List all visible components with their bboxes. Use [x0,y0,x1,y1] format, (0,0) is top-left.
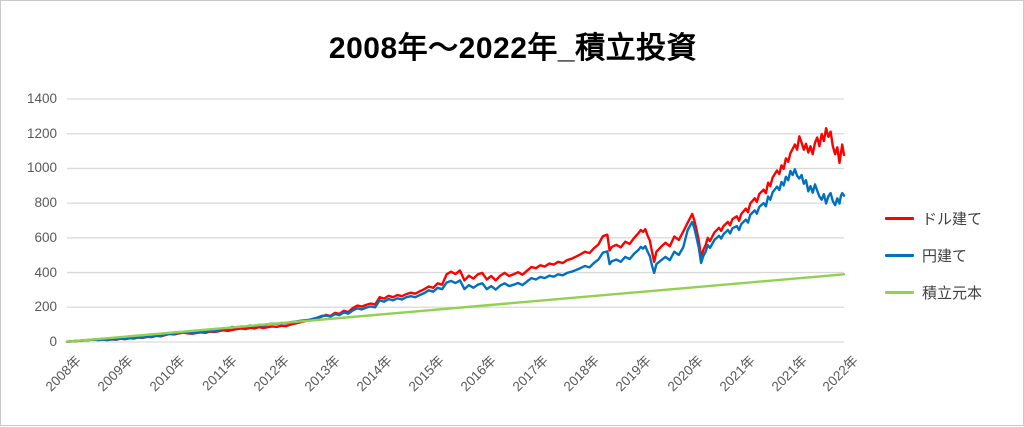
series-line-dollar [65,126,846,343]
legend-label: ドル建て [922,211,983,228]
legend: ドル建て円建て積立元本 [885,200,982,311]
series-line-principal [65,273,846,343]
legend-item: ドル建て [885,200,982,237]
y-axis-label: 800 [34,195,57,211]
y-axis-label: 1000 [26,160,57,176]
legend-item: 円建て [885,237,982,274]
y-axis-label: 600 [34,229,57,245]
y-axis-label: 1200 [26,125,57,141]
y-axis-label: 200 [34,299,57,315]
legend-label: 円建て [922,248,968,265]
y-axis-label: 1400 [26,91,57,106]
legend-line-swatch [885,217,914,220]
legend-label: 積立元本 [922,285,983,302]
y-axis-label: 0 [49,334,57,349]
legend-line-swatch [885,254,914,257]
series-line-yen [65,168,846,343]
legend-item: 積立元本 [885,274,982,311]
chart-title: 2008年～2022年_積立投資 [328,32,698,65]
y-axis-label: 400 [34,264,57,280]
legend-line-swatch [885,291,914,294]
